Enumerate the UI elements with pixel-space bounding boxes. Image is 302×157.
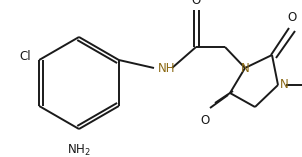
Text: NH$_2$: NH$_2$ bbox=[67, 143, 91, 157]
Text: O: O bbox=[200, 114, 210, 127]
Text: O: O bbox=[288, 11, 297, 24]
Text: N: N bbox=[280, 78, 289, 92]
Text: O: O bbox=[191, 0, 201, 7]
Text: NH: NH bbox=[158, 62, 175, 75]
Text: Cl: Cl bbox=[20, 49, 31, 62]
Text: N: N bbox=[241, 62, 249, 76]
